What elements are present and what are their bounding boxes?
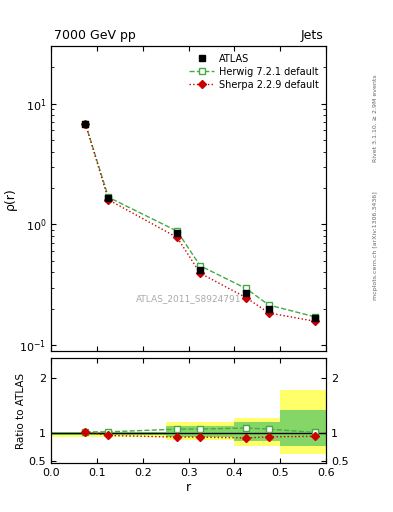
Text: ATLAS_2011_S8924791: ATLAS_2011_S8924791 (136, 294, 241, 304)
Bar (51, 433, 120, 436)
Bar (280, 410, 326, 446)
Bar (51, 432, 120, 437)
Text: Rivet 3.1.10, ≥ 2.9M events: Rivet 3.1.10, ≥ 2.9M events (373, 74, 378, 162)
Y-axis label: ρ(r): ρ(r) (4, 187, 17, 210)
Text: mcplots.cern.ch [arXiv:1306.3436]: mcplots.cern.ch [arXiv:1306.3436] (373, 191, 378, 300)
Y-axis label: Ratio to ATLAS: Ratio to ATLAS (16, 373, 26, 449)
Bar (166, 422, 235, 440)
Bar (280, 390, 326, 454)
Bar (120, 432, 166, 437)
Bar (235, 417, 280, 446)
Bar (166, 426, 235, 437)
Text: Jets: Jets (301, 29, 323, 41)
Bar (235, 422, 280, 441)
Bar (120, 433, 166, 436)
Legend: ATLAS, Herwig 7.2.1 default, Sherpa 2.2.9 default: ATLAS, Herwig 7.2.1 default, Sherpa 2.2.… (186, 51, 321, 93)
X-axis label: r: r (186, 481, 191, 494)
Text: 7000 GeV pp: 7000 GeV pp (54, 29, 136, 41)
